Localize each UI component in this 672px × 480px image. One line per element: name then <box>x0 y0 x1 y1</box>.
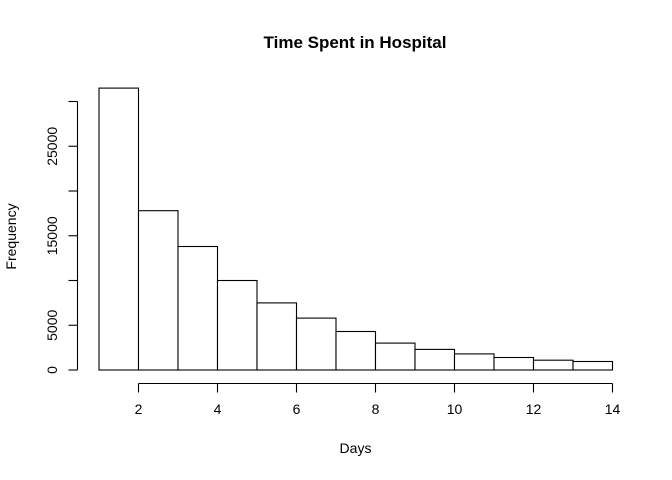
x-tick-label: 2 <box>135 401 143 417</box>
x-tick-label: 6 <box>293 401 301 417</box>
histogram-bar <box>256 302 298 371</box>
histogram-bar <box>335 330 377 371</box>
y-axis-label: Frequency <box>3 203 19 269</box>
y-axis: 0 5000 15000 25000 <box>44 100 79 374</box>
x-tick-label: 14 <box>605 401 621 417</box>
histogram-bar <box>532 359 574 371</box>
chart-title: Time Spent in Hospital <box>264 33 447 52</box>
histogram-bar <box>414 348 456 371</box>
x-axis: 2 4 6 8 10 12 14 <box>135 382 621 417</box>
histogram-bars <box>98 87 614 371</box>
histogram-bar <box>572 360 614 371</box>
histogram-bar <box>98 87 140 371</box>
y-tick-label: 15000 <box>44 216 60 255</box>
histogram-bar <box>177 245 219 371</box>
x-tick-label: 4 <box>214 401 222 417</box>
x-tick-label: 8 <box>372 401 380 417</box>
histogram-bar <box>493 356 535 371</box>
y-tick-label: 0 <box>44 366 60 374</box>
x-tick-label: 12 <box>526 401 542 417</box>
histogram-bar <box>374 342 416 371</box>
x-tick-label: 10 <box>447 401 463 417</box>
histogram-bar <box>137 210 179 371</box>
histogram-bar <box>216 279 258 371</box>
y-tick-label: 5000 <box>44 310 60 341</box>
y-tick-label: 25000 <box>44 127 60 166</box>
histogram-bar <box>295 317 337 371</box>
histogram-bar <box>453 353 495 371</box>
x-axis-label: Days <box>340 440 372 456</box>
